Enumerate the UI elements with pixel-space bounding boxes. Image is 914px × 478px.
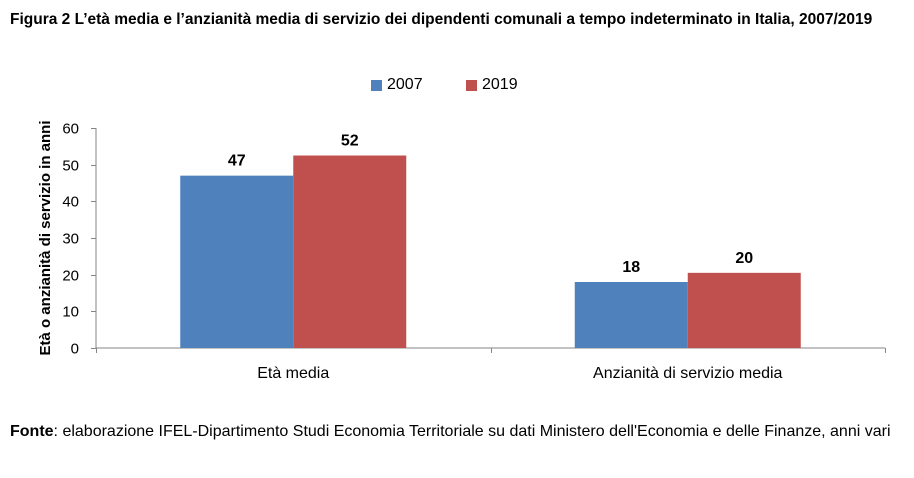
y-tick-label: 50: [62, 158, 79, 175]
y-tick-label: 40: [62, 194, 79, 211]
y-tick-label: 0: [71, 341, 79, 358]
data-label: 47: [228, 153, 246, 170]
legend-item-2019: 2019: [466, 76, 518, 94]
y-axis-title: Età o anzianità di servizio in anni: [37, 120, 54, 355]
legend: 2007 2019: [0, 76, 914, 96]
x-category-label: Anzianità di servizio media: [593, 365, 783, 382]
y-tick-label: 60: [62, 121, 79, 138]
data-label: 52: [341, 133, 359, 150]
source-label: Fonte: [10, 423, 54, 440]
bar-2019: [687, 272, 801, 348]
chart-title: Figura 2 L’età media e l’anzianità media…: [10, 11, 873, 28]
source-text: : elaborazione IFEL-Dipartimento Studi E…: [53, 423, 891, 440]
data-label: 20: [735, 250, 753, 267]
legend-label-2007: 2007: [387, 76, 423, 93]
y-tick-label: 20: [62, 268, 79, 285]
y-tick-label: 10: [62, 304, 79, 321]
bar-2007: [180, 175, 294, 348]
source-note: Fonte: elaborazione IFEL-Dipartimento St…: [10, 420, 905, 443]
legend-swatch-2007: [371, 79, 382, 91]
legend-swatch-2019: [466, 79, 477, 91]
bar-2019: [293, 155, 407, 348]
legend-label-2019: 2019: [482, 76, 518, 93]
data-label: 18: [622, 259, 640, 276]
legend-item-2007: 2007: [371, 76, 423, 94]
bar-2007: [574, 282, 688, 348]
y-tick-label: 30: [62, 231, 79, 248]
x-category-label: Età media: [257, 365, 329, 382]
